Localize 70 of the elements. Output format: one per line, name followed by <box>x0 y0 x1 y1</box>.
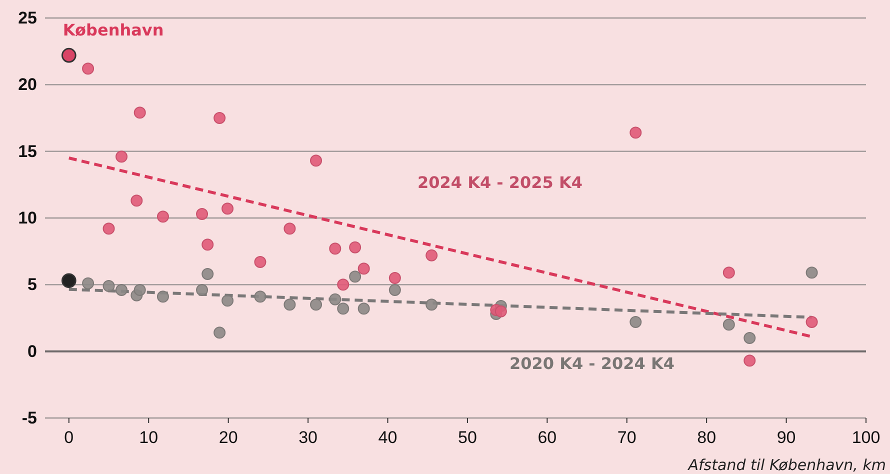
point <box>358 262 370 275</box>
point <box>156 210 169 223</box>
point <box>630 126 642 139</box>
y-tick-label: -5 <box>22 408 37 428</box>
x-tick-label: 70 <box>617 428 636 448</box>
point <box>196 284 208 296</box>
point <box>82 62 94 75</box>
point <box>254 290 266 303</box>
point <box>494 305 507 318</box>
y-tick-label: 25 <box>18 8 37 28</box>
x-tick-label: 50 <box>458 428 477 448</box>
point <box>102 222 115 235</box>
point <box>349 270 362 283</box>
point <box>806 316 818 328</box>
point <box>426 249 438 262</box>
y-tick-label: 0 <box>28 342 37 361</box>
x-tick-label: 0 <box>64 428 74 448</box>
annotation: København <box>62 20 164 40</box>
point <box>214 326 226 339</box>
x-axis-title: Afstand til København, km <box>687 456 886 474</box>
text: 2020 K4 - 2024 K4 <box>509 354 675 373</box>
point <box>61 48 76 63</box>
point <box>722 266 735 279</box>
point <box>116 150 128 163</box>
point <box>744 354 756 367</box>
point <box>388 284 401 296</box>
point <box>630 316 642 328</box>
x-tick-label: 80 <box>697 428 716 448</box>
point <box>134 106 146 119</box>
point <box>337 278 350 291</box>
point <box>337 302 350 315</box>
y-tick-label: 20 <box>18 75 37 94</box>
point <box>102 280 115 292</box>
x-tick-label: 40 <box>378 428 398 448</box>
x-tick-label: 90 <box>776 428 796 448</box>
point <box>134 284 146 296</box>
text: 2024 K4 - 2025 K4 <box>417 173 583 192</box>
point <box>222 202 234 215</box>
point <box>349 241 362 254</box>
point <box>284 298 296 311</box>
point <box>358 302 370 315</box>
point <box>388 272 401 284</box>
point <box>744 332 756 344</box>
point <box>722 318 735 331</box>
point <box>329 293 342 306</box>
x-tick-label: 30 <box>298 428 318 448</box>
point <box>202 268 214 280</box>
x-tick-label: 20 <box>218 428 238 448</box>
point <box>202 238 214 251</box>
y-tick-label: 10 <box>18 208 37 228</box>
point <box>196 208 208 220</box>
point <box>806 266 818 279</box>
point <box>329 242 342 255</box>
point <box>284 222 296 235</box>
point <box>426 298 438 311</box>
point <box>116 284 128 296</box>
point <box>310 298 322 311</box>
y-tick-label: 5 <box>28 275 37 294</box>
x-tick-label: 100 <box>852 428 880 448</box>
point <box>61 273 76 288</box>
point <box>156 290 169 303</box>
point <box>254 256 266 268</box>
point <box>214 112 226 124</box>
x-tick-label: 10 <box>139 428 158 448</box>
y-tick-label: 15 <box>18 142 37 161</box>
point <box>82 277 94 290</box>
point <box>222 294 234 307</box>
x-tick-label: 60 <box>538 428 557 448</box>
point <box>310 154 322 167</box>
point <box>130 194 143 207</box>
